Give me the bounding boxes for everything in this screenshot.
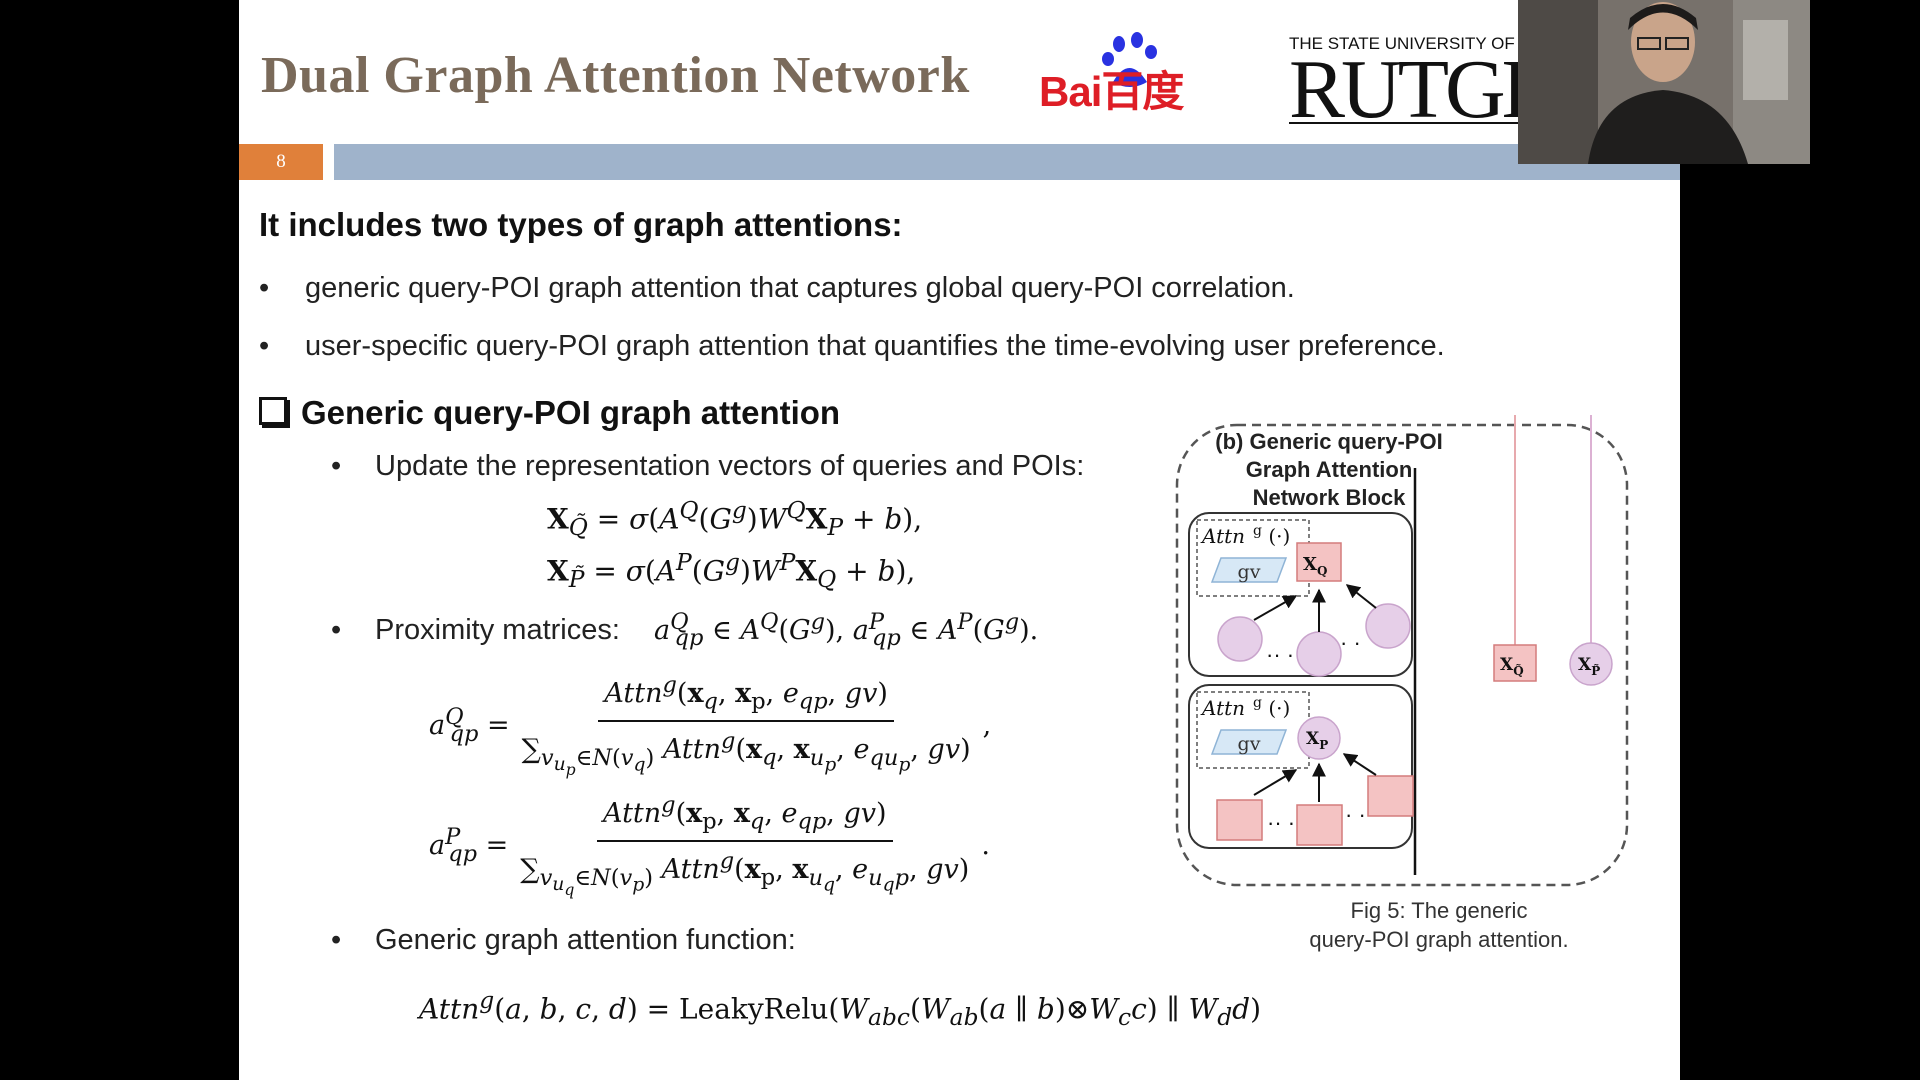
sub-bullet-attention-function: • Generic graph attention function: [331, 924, 796, 957]
sub-bullet-text: Proximity matrices: [375, 614, 620, 646]
query-neighbor-node-1 [1216, 799, 1263, 841]
query-arrow-1 [1253, 595, 1298, 621]
slide-title: Dual Graph Attention Network [261, 47, 970, 104]
ellipsis-3: ·· · [1267, 810, 1295, 835]
sub-bullet-proximity: • Proximity matrices: aQqp ∈ AQ(Gg), aPqp… [331, 609, 1038, 651]
query-output-node [1493, 644, 1537, 682]
bullet-dot: • [259, 272, 270, 304]
figure-caption-line-1: Fig 5: The generic [1350, 898, 1528, 923]
header-bar [334, 144, 1680, 180]
rutgers-logo: THE STATE UNIVERSITY OF RUTGE [1289, 30, 1609, 130]
poi-attn-suffix: g (·) [1253, 695, 1290, 720]
query-attn-label: Attn [1200, 524, 1245, 548]
section-heading: Generic query-POI graph attention [259, 394, 840, 432]
section-heading-text: Generic query-POI graph attention [301, 394, 841, 431]
slide-number: 8 [239, 144, 323, 180]
poi-attn-label: Attn [1200, 696, 1245, 720]
bullet-dot: • [331, 924, 342, 956]
figure-title-line-2: Graph Attention [1246, 457, 1413, 482]
baidu-paw-icon [1102, 32, 1157, 87]
bullet-user-specific: • user-specific query-POI graph attention… [259, 330, 1445, 363]
checkbox-icon [259, 397, 287, 425]
query-gv-shape [1210, 557, 1288, 583]
equation-poi-attention: aPqp = Attng(xp, xq, eqp, gv) ∑vuq∈N(vp)… [429, 792, 990, 900]
equation-poi-update: XP̃ = σ(AP(Gg)WPXQ + b), [547, 548, 916, 593]
poi-neighbor-node-1 [1217, 616, 1263, 662]
bullet-generic: • generic query-POI graph attention that … [259, 272, 1295, 305]
bullet-dot: • [331, 450, 342, 482]
sub-bullet-text: Update the representation vectors of que… [375, 450, 1085, 482]
ellipsis-2: · · [1340, 630, 1361, 655]
rutgers-subtitle: THE STATE UNIVERSITY OF [1289, 34, 1515, 53]
query-arrow-3 [1345, 584, 1377, 609]
baidu-logo: Bai百度 [1039, 32, 1249, 115]
query-gv-label: gv [1238, 561, 1261, 583]
poi-arrow-3 [1342, 753, 1377, 776]
equation-query-update: XQ̃ = σ(AQ(Gg)WQXP + b), [547, 496, 923, 541]
sub-bullet-update: • Update the representation vectors of qu… [331, 450, 1084, 483]
slide: Dual Graph Attention Network Bai百度 THE S… [239, 0, 1680, 1080]
poi-gv-label: gv [1238, 733, 1261, 755]
poi-neighbor-node-3 [1365, 603, 1411, 649]
bullet-text: user-specific query-POI graph attention … [305, 330, 1445, 362]
figure-title-line-3: Network Block [1253, 485, 1407, 510]
ellipsis-1: ·· · [1266, 642, 1294, 667]
figure-title-line-1: (b) Generic query-POI [1215, 429, 1442, 454]
poi-output-node [1569, 642, 1613, 686]
bullet-dot: • [331, 614, 342, 646]
equation-query-attention: aQqp = Attng(xq, xp, eqp, gv) ∑vup∈N(vq)… [429, 672, 992, 780]
rutgers-wordmark: RUTGE [1289, 43, 1553, 131]
poi-target-node [1297, 716, 1341, 760]
poi-gv-shape [1210, 729, 1288, 755]
query-neighbor-node-3 [1367, 775, 1414, 817]
intro-heading: It includes two types of graph attention… [259, 206, 903, 243]
poi-arrow-1 [1253, 769, 1298, 796]
figure-caption: Fig 5: The generic query-POI graph atten… [1249, 896, 1629, 954]
figure-caption-line-2: query-POI graph attention. [1309, 927, 1569, 952]
equation-attention-definition: Attng(a, b, c, d) = LeakyRelu(Wabc(Wab(a… [419, 986, 1262, 1031]
webcam-overlay [1518, 0, 1810, 164]
query-attn-suffix: g (·) [1253, 523, 1290, 548]
proximity-math: aQqp ∈ AQ(Gg), aPqp ∈ AP(Gg). [653, 609, 1039, 652]
query-attention-block [1188, 512, 1413, 677]
bullet-text: generic query-POI graph attention that c… [305, 272, 1295, 304]
webcam-person [1518, 0, 1810, 164]
poi-attention-block [1188, 684, 1413, 849]
rutgers-underline [1289, 122, 1609, 124]
bullet-dot: • [259, 330, 270, 362]
ellipsis-4: · · [1345, 802, 1366, 827]
sub-bullet-text: Generic graph attention function: [375, 924, 796, 956]
query-target-node [1296, 542, 1342, 582]
figure-outer-border [1175, 423, 1629, 887]
figure-diagram: (b) Generic query-POI Graph Attention Ne… [1175, 415, 1629, 887]
query-neighbor-node-2 [1296, 804, 1343, 846]
baidu-wordmark: Bai百度 [1039, 68, 1184, 115]
poi-neighbor-node-2 [1296, 631, 1342, 677]
